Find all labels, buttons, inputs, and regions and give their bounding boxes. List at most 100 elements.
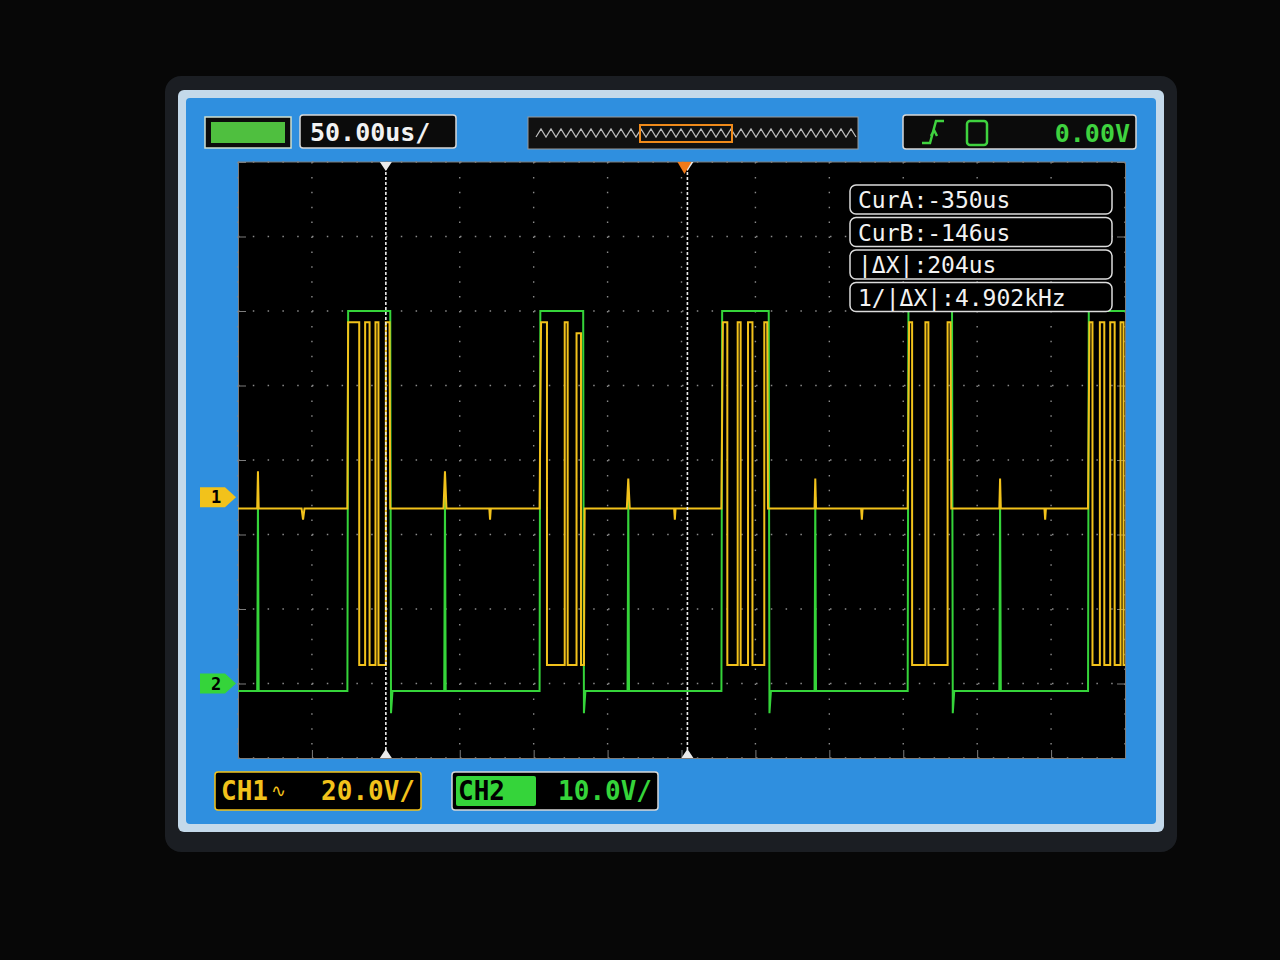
cursor-marker-top bbox=[380, 162, 392, 171]
readout-label: CurB:-146us bbox=[858, 220, 1010, 246]
tick bbox=[238, 684, 246, 685]
tick bbox=[1117, 758, 1125, 759]
channel-name-block bbox=[456, 776, 536, 806]
readout-box bbox=[850, 283, 1112, 312]
screen-frame bbox=[178, 90, 1164, 832]
tick-mark bbox=[238, 535, 246, 536]
tick bbox=[238, 460, 246, 461]
tick-mark bbox=[903, 750, 904, 758]
tick bbox=[238, 237, 246, 238]
tick bbox=[903, 750, 904, 758]
trace bbox=[238, 311, 1125, 713]
screen-background bbox=[186, 98, 1156, 824]
scope-screen: 50.00us/0.00VCurA:-350usCurB:-146us|ΔX|:… bbox=[0, 0, 1280, 960]
tick-mark bbox=[1117, 237, 1125, 238]
memory-wave bbox=[536, 129, 856, 137]
channel-name: CH2 bbox=[458, 776, 505, 806]
tick-mark bbox=[238, 609, 246, 610]
channel-label: CH1∿ 20.0V/ bbox=[215, 772, 421, 810]
cursor-line bbox=[385, 162, 387, 758]
memory-bar-box bbox=[528, 117, 858, 149]
tick-mark bbox=[977, 750, 978, 758]
channel-coupling: ∿ bbox=[271, 780, 286, 801]
tick bbox=[829, 750, 830, 758]
channel-scale: 10.0V/ bbox=[558, 776, 652, 806]
trigger-source-icon bbox=[967, 121, 987, 145]
ground-marker-label: 1 bbox=[211, 487, 221, 507]
tick-mark bbox=[312, 750, 313, 758]
axis-line bbox=[239, 758, 1126, 759]
bezel bbox=[165, 76, 1177, 852]
tick bbox=[608, 750, 609, 758]
tick-mark bbox=[238, 460, 246, 461]
cursor-readout: CurA:-350usCurB:-146us|ΔX|:204us1/|ΔX|:4… bbox=[850, 185, 1112, 312]
timebase-box bbox=[300, 115, 456, 148]
trigger-edge-icon bbox=[922, 121, 944, 143]
grid-line-x bbox=[385, 162, 386, 758]
grid-line-x bbox=[829, 162, 830, 758]
ground-marker: 2 bbox=[200, 674, 236, 694]
grid-line-y bbox=[238, 608, 1125, 609]
ground-marker: 1 bbox=[200, 487, 236, 507]
grid-line-y bbox=[238, 385, 1125, 386]
readout-box bbox=[850, 250, 1112, 279]
readout-box bbox=[850, 218, 1112, 247]
tick-mark bbox=[829, 750, 830, 758]
xticks-axis bbox=[239, 750, 1126, 759]
tick-mark bbox=[460, 750, 461, 758]
grid-line-y bbox=[238, 534, 1125, 535]
tick bbox=[238, 535, 246, 536]
ground-marker-label: 2 bbox=[211, 674, 221, 694]
run-indicator bbox=[205, 117, 291, 148]
trigger-panel: 0.00V bbox=[903, 115, 1136, 149]
timebase-label: 50.00us/ bbox=[310, 118, 430, 147]
readout-label: CurA:-350us bbox=[858, 187, 1010, 213]
tick bbox=[238, 609, 246, 610]
grid-line-x bbox=[755, 162, 756, 758]
readout-label: 1/|ΔX|:4.902kHz bbox=[858, 285, 1066, 311]
trigger-box bbox=[903, 115, 1136, 149]
readout-box bbox=[850, 185, 1112, 214]
tick-mark bbox=[534, 750, 535, 758]
tick bbox=[1117, 237, 1125, 238]
tick bbox=[312, 750, 313, 758]
grid bbox=[238, 162, 1125, 758]
tick-mark bbox=[238, 684, 246, 685]
cursor-marker-bottom bbox=[380, 749, 392, 758]
ground-marker-tag bbox=[200, 487, 236, 507]
tick bbox=[534, 750, 535, 758]
tick bbox=[1051, 750, 1052, 758]
cursor-line bbox=[687, 162, 689, 758]
cursor-marker-bottom bbox=[681, 749, 693, 758]
trigger-position-marker bbox=[677, 162, 691, 174]
yticks-axis bbox=[238, 163, 246, 759]
trace bbox=[238, 322, 1125, 665]
grid-line-x bbox=[681, 162, 682, 758]
memory-window bbox=[640, 125, 732, 142]
tick bbox=[977, 750, 978, 758]
tick-mark bbox=[1117, 684, 1125, 685]
channel-scale: 20.0V/ bbox=[321, 776, 415, 806]
tick bbox=[238, 758, 246, 759]
tick bbox=[460, 750, 461, 758]
tick bbox=[1117, 684, 1125, 685]
run-indicator-fill bbox=[211, 122, 285, 143]
timebase: 50.00us/ bbox=[300, 115, 456, 148]
memory-bar bbox=[528, 117, 858, 149]
plot-area bbox=[238, 162, 1125, 758]
tick-mark bbox=[755, 750, 756, 758]
grid-line-y bbox=[238, 683, 1125, 684]
tick bbox=[238, 386, 246, 387]
axis-line bbox=[1125, 163, 1126, 759]
plot-background bbox=[238, 162, 1125, 758]
ground-marker-tag bbox=[200, 674, 236, 694]
grid-line-y bbox=[238, 459, 1125, 460]
channel-name: CH1 bbox=[221, 776, 268, 806]
tick-mark bbox=[608, 750, 609, 758]
channel-label-box bbox=[215, 772, 421, 810]
tick-mark bbox=[238, 311, 246, 312]
trigger-level: 0.00V bbox=[1055, 119, 1130, 148]
channel-label: CH2 10.0V/ bbox=[452, 772, 658, 810]
tick bbox=[238, 311, 246, 312]
tick-mark bbox=[238, 758, 246, 759]
